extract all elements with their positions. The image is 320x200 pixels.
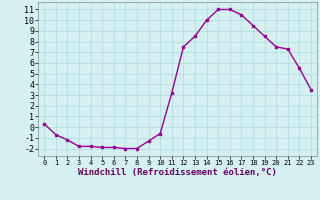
X-axis label: Windchill (Refroidissement éolien,°C): Windchill (Refroidissement éolien,°C) <box>78 168 277 177</box>
